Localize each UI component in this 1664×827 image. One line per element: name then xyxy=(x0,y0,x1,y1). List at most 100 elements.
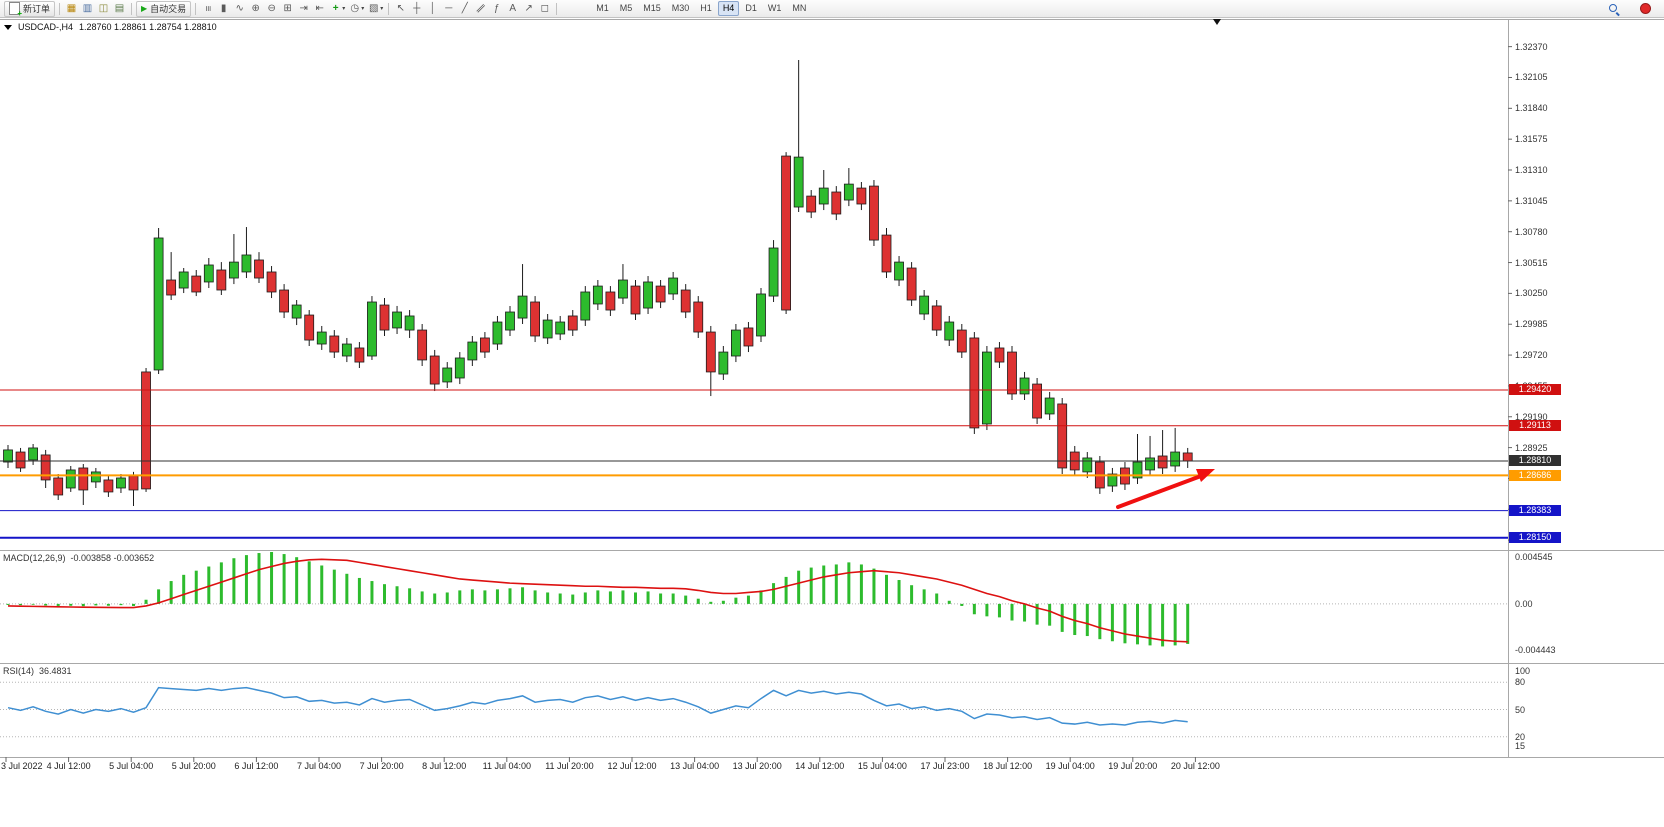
timeframe-h1[interactable]: H1 xyxy=(700,3,712,13)
data-window-icon[interactable]: ▥ xyxy=(82,3,93,14)
price-tick: 1.29985 xyxy=(1515,319,1548,330)
rsi-pane[interactable] xyxy=(0,664,1508,757)
text-icon[interactable]: A xyxy=(509,3,517,14)
macd-axis-tick: -0.004443 xyxy=(1515,644,1556,655)
fibonacci-icon[interactable]: ƒ xyxy=(493,3,500,14)
record-icon[interactable] xyxy=(1640,3,1651,14)
macd-label-text: MACD(12,26,9) xyxy=(3,553,66,563)
toolbar-separator xyxy=(195,2,197,15)
time-tick-label: 6 Jul 12:00 xyxy=(234,761,279,771)
toolbar-separator xyxy=(131,2,133,15)
price-tick: 1.28925 xyxy=(1515,442,1548,453)
cursor-icon[interactable]: ↖ xyxy=(396,3,405,14)
time-tick-label: 5 Jul 20:00 xyxy=(171,761,216,771)
price-line-label: 1.29113 xyxy=(1509,420,1561,432)
candlestick-icon[interactable]: ▮ xyxy=(220,3,227,14)
new-order-icon xyxy=(9,2,22,18)
timeframe-w1[interactable]: W1 xyxy=(767,3,782,13)
rsi-value: 36.4831 xyxy=(39,666,72,676)
indicators-icon-dropdown[interactable]: ▾ xyxy=(342,6,346,12)
search-icon[interactable] xyxy=(1608,3,1620,15)
time-tick-label: 13 Jul 04:00 xyxy=(670,761,720,771)
price-line-label: 1.29420 xyxy=(1509,384,1561,396)
price-axis-separator xyxy=(1508,19,1509,757)
chart-ohlc-quote: 1.28760 1.28861 1.28754 1.28810 xyxy=(79,22,217,32)
time-axis-separator xyxy=(0,757,1664,758)
shapes-icon[interactable]: ◻ xyxy=(540,3,549,14)
time-tick-label: 4 Jul 12:00 xyxy=(46,761,91,771)
periods-icon[interactable]: ◷ xyxy=(350,3,360,14)
indicators-icon[interactable]: + xyxy=(332,3,339,14)
timeframe-mn[interactable]: MN xyxy=(792,3,807,13)
line-chart-icon[interactable]: ∿ xyxy=(235,3,244,14)
time-tick-label: 14 Jul 12:00 xyxy=(795,761,845,771)
time-tick-label: 19 Jul 04:00 xyxy=(1045,761,1095,771)
price-tick: 1.31840 xyxy=(1515,103,1548,114)
navigator-icon[interactable]: ◫ xyxy=(98,3,109,14)
price-tick: 1.29720 xyxy=(1515,350,1548,361)
price-tick: 1.31310 xyxy=(1515,165,1548,175)
price-tick: 1.31575 xyxy=(1515,134,1548,145)
timeframe-m5[interactable]: M5 xyxy=(619,3,633,13)
macd-pane-separator xyxy=(0,550,1664,551)
zoom-in-icon[interactable]: ⊕ xyxy=(251,3,260,14)
toolbar-separator xyxy=(388,2,390,15)
chart-menu-icon[interactable] xyxy=(4,24,12,30)
chart-window-top-border xyxy=(0,19,1664,20)
chart-symbol-period: USDCAD-,H4 xyxy=(18,22,74,32)
current-price-label: 1.28810 xyxy=(1509,455,1561,467)
auto-scroll-icon[interactable]: ⇥ xyxy=(299,3,308,14)
price-tick: 1.32105 xyxy=(1515,72,1548,83)
chart-shift-marker[interactable] xyxy=(1213,19,1221,25)
time-tick-label: 7 Jul 04:00 xyxy=(296,761,342,771)
rsi-label-text: RSI(14) xyxy=(3,666,35,676)
crosshair-icon[interactable]: ┼ xyxy=(413,3,421,14)
auto-trading-label: 自动交易 xyxy=(150,4,187,14)
price-line-label: 1.28383 xyxy=(1509,505,1561,517)
chart-shift-icon[interactable]: ⇤ xyxy=(315,3,324,14)
zoom-out-icon[interactable]: ⊖ xyxy=(267,3,276,14)
time-tick-label: 7 Jul 20:00 xyxy=(359,761,404,771)
chart-plot-area[interactable] xyxy=(0,33,1508,550)
macd-axis-tick: 0.004545 xyxy=(1515,552,1553,562)
main-toolbar: 新订单▦▥◫▤▶自动交易≡▮∿⊕⊖⊞⇥⇤+▾◷▾▧▾↖┼│─╱∥ƒA↗◻M1M5… xyxy=(0,0,1664,18)
horizontal-line-icon[interactable]: ─ xyxy=(445,3,453,14)
arrows-icon[interactable]: ↗ xyxy=(524,3,533,14)
price-tick: 1.30780 xyxy=(1515,226,1548,237)
time-tick-label: 18 Jul 12:00 xyxy=(983,761,1033,771)
timeframe-d1[interactable]: D1 xyxy=(745,3,757,13)
templates-icon[interactable]: ▧ xyxy=(368,3,379,14)
chart-title-bar: USDCAD-,H4 1.28760 1.28861 1.28754 1.288… xyxy=(0,21,217,33)
time-tick-label: 5 Jul 04:00 xyxy=(109,761,154,771)
price-line-label: 1.28150 xyxy=(1509,532,1561,544)
tile-windows-icon[interactable]: ⊞ xyxy=(283,3,292,14)
macd-axis-tick: 0.00 xyxy=(1515,598,1533,609)
new-order-button[interactable]: 新订单 xyxy=(4,0,56,18)
terminal-icon[interactable]: ▤ xyxy=(114,3,125,14)
time-tick-label: 13 Jul 20:00 xyxy=(732,761,782,771)
time-tick-label: 17 Jul 23:00 xyxy=(920,761,970,771)
time-axis[interactable]: 3 Jul 2022 4 Jul 12:00 5 Jul 04:00 5 Jul 20… xyxy=(0,757,1664,777)
vertical-line-icon[interactable]: │ xyxy=(429,3,436,14)
price-tick: 1.32370 xyxy=(1515,41,1548,52)
timeframe-m30[interactable]: M30 xyxy=(671,3,690,13)
timeframe-h4[interactable]: H4 xyxy=(717,1,740,16)
price-axis[interactable]: 1.32370 1.32105 1.31840 1.31575 1.31310 1.310… xyxy=(1508,0,1664,775)
templates-icon-dropdown[interactable]: ▾ xyxy=(380,6,384,12)
market-watch-icon[interactable]: ▦ xyxy=(66,3,77,14)
timeframe-m15[interactable]: M15 xyxy=(643,3,661,13)
timeframe-m1[interactable]: M1 xyxy=(596,3,609,13)
play-icon: ▶ xyxy=(141,4,148,13)
trendline-icon[interactable]: ╱ xyxy=(461,3,468,14)
time-tick-label: 19 Jul 20:00 xyxy=(1108,761,1158,771)
time-tick-label: 3 Jul 2022 xyxy=(1,761,43,771)
periods-icon-dropdown[interactable]: ▾ xyxy=(361,6,365,12)
bar-chart-icon[interactable]: ≡ xyxy=(202,5,214,12)
time-tick-label: 20 Jul 12:00 xyxy=(1170,761,1220,771)
macd-pane[interactable] xyxy=(0,551,1508,663)
macd-label: MACD(12,26,9) -0.003858 -0.003652 xyxy=(3,553,154,563)
rsi-axis-tick: 20 xyxy=(1515,731,1526,742)
rsi-axis-tick: 15 xyxy=(1515,740,1526,751)
channel-icon[interactable]: ∥ xyxy=(475,2,487,15)
auto-trading-button[interactable]: ▶ 自动交易 xyxy=(136,0,192,17)
